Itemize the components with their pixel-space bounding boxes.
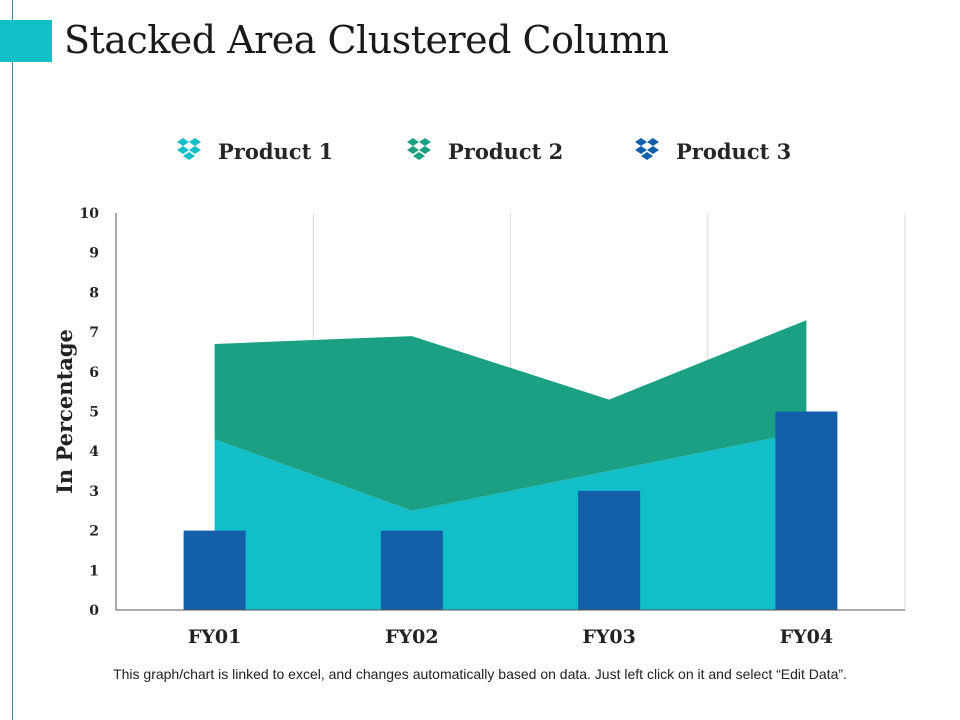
bar-product-3-fy02 <box>380 530 443 610</box>
legend-swatch-product-2 <box>407 138 431 160</box>
chart-legend: Product 1 Product 2 Product 3 <box>0 133 960 169</box>
y-tick-label: 10 <box>80 206 100 222</box>
x-tick-label: FY03 <box>582 626 636 648</box>
legend-swatch-product-3 <box>635 138 659 160</box>
y-tick-label: 9 <box>89 246 99 262</box>
legend-label: Product 3 <box>676 138 792 164</box>
dropbox-icon <box>407 138 431 160</box>
x-tick-label: FY04 <box>780 626 834 648</box>
area-product-2 <box>214 320 807 511</box>
x-tick-label: FY01 <box>188 626 242 648</box>
y-tick-label: 4 <box>89 444 99 460</box>
legend-label: Product 2 <box>448 138 564 164</box>
page-title: Stacked Area Clustered Column <box>64 18 669 62</box>
y-tick-label: 7 <box>89 325 99 341</box>
y-tick-label: 0 <box>89 603 99 619</box>
y-tick-label: 3 <box>89 484 99 500</box>
x-tick-label: FY02 <box>385 626 439 648</box>
y-axis-label: In Percentage <box>52 329 77 494</box>
area-product-1 <box>214 431 807 610</box>
legend-item-product-1: Product 1 <box>174 133 333 169</box>
left-accent-rule <box>12 0 13 720</box>
legend-item-product-2: Product 2 <box>404 133 563 169</box>
y-tick-label: 6 <box>89 365 99 381</box>
dropbox-icon <box>635 138 659 160</box>
y-tick-label: 2 <box>89 524 99 540</box>
legend-item-product-3: Product 3 <box>632 133 791 169</box>
footnote: This graph/chart is linked to excel, and… <box>113 666 847 682</box>
y-tick-label: 8 <box>89 285 99 301</box>
dropbox-icon <box>177 138 201 160</box>
bar-product-3-fy03 <box>578 490 641 610</box>
bar-product-3-fy04 <box>775 411 838 610</box>
legend-swatch-product-1 <box>177 138 201 160</box>
bar-product-3-fy01 <box>183 530 246 610</box>
y-tick-label: 1 <box>89 563 99 579</box>
title-accent-box <box>0 20 52 62</box>
y-tick-label: 5 <box>89 405 99 421</box>
legend-label: Product 1 <box>218 138 334 164</box>
